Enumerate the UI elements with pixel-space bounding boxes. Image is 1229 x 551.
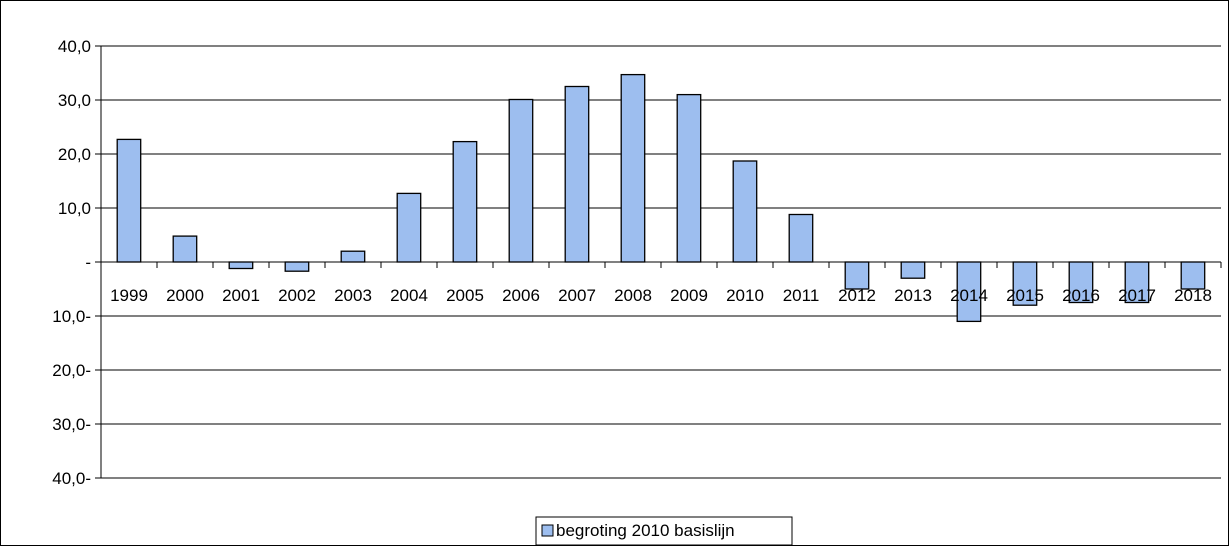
- bar-2002: [284, 261, 310, 272]
- bar-2007: [564, 85, 590, 263]
- x-tick-label: 2002: [278, 286, 316, 305]
- axes: [100, 46, 1222, 478]
- bar-2011: [788, 213, 814, 263]
- x-tick-label: 2008: [614, 286, 652, 305]
- x-tick-label: 2003: [334, 286, 372, 305]
- bar-2013: [900, 261, 926, 279]
- x-tick-label: 2015: [1006, 286, 1044, 305]
- x-tick-label: 2018: [1174, 286, 1212, 305]
- x-tick-label: 2009: [670, 286, 708, 305]
- x-tick-label: 2010: [726, 286, 764, 305]
- bar-2004: [396, 192, 422, 263]
- bar-2009: [676, 93, 702, 263]
- legend-label: begroting 2010 basislijn: [556, 521, 735, 540]
- x-tick-label: 1999: [110, 286, 148, 305]
- bar-2012: [844, 261, 870, 290]
- x-axis-tick-labels: 1999 2000 2001 2002 2003 2004 2005 2006 2007 2008…: [110, 286, 1212, 305]
- bar-2001: [228, 261, 254, 270]
- x-tick-label: 2017: [1118, 286, 1156, 305]
- y-axis-tick-labels: 40,030,020,010,0-10,0-20,0-30,0-40,0-: [52, 37, 91, 488]
- x-tick-label: 2012: [838, 286, 876, 305]
- bar-2005: [452, 140, 478, 263]
- x-tick-label: 2005: [446, 286, 484, 305]
- x-tick-label: 2004: [390, 286, 428, 305]
- x-tick-label: 2000: [166, 286, 204, 305]
- x-tick-label: 2013: [894, 286, 932, 305]
- x-tick-label: 2011: [783, 286, 820, 305]
- bar-2008: [620, 73, 646, 263]
- x-tick-label: 2016: [1062, 286, 1100, 305]
- y-tick-label: 40,0: [58, 37, 91, 56]
- bar-2000: [172, 235, 198, 263]
- y-tick-label: 30,0-: [52, 415, 91, 434]
- x-tick-label: 2007: [558, 286, 596, 305]
- gridlines: [95, 45, 1221, 479]
- y-tick-label: 20,0: [58, 145, 91, 164]
- bar-2018: [1180, 261, 1206, 290]
- y-tick-label: 10,0-: [52, 307, 91, 326]
- legend-box: [535, 516, 793, 546]
- y-tick-label: 10,0: [58, 199, 91, 218]
- bars: [116, 73, 1206, 323]
- x-tick-label: 2001: [222, 286, 260, 305]
- y-tick-label: -: [85, 253, 91, 272]
- bar-1999: [116, 138, 142, 263]
- y-tick-label: 30,0: [58, 91, 91, 110]
- x-tick-label: 2014: [950, 286, 988, 305]
- bar-2006: [508, 98, 534, 263]
- bar-2003: [340, 250, 366, 263]
- legend: begroting 2010 basislijn: [535, 516, 793, 546]
- legend-swatch: [541, 524, 554, 537]
- bar-2010: [732, 160, 758, 263]
- y-tick-label: 20,0-: [52, 361, 91, 380]
- y-tick-label: 40,0-: [52, 469, 91, 488]
- x-tick-label: 2006: [502, 286, 540, 305]
